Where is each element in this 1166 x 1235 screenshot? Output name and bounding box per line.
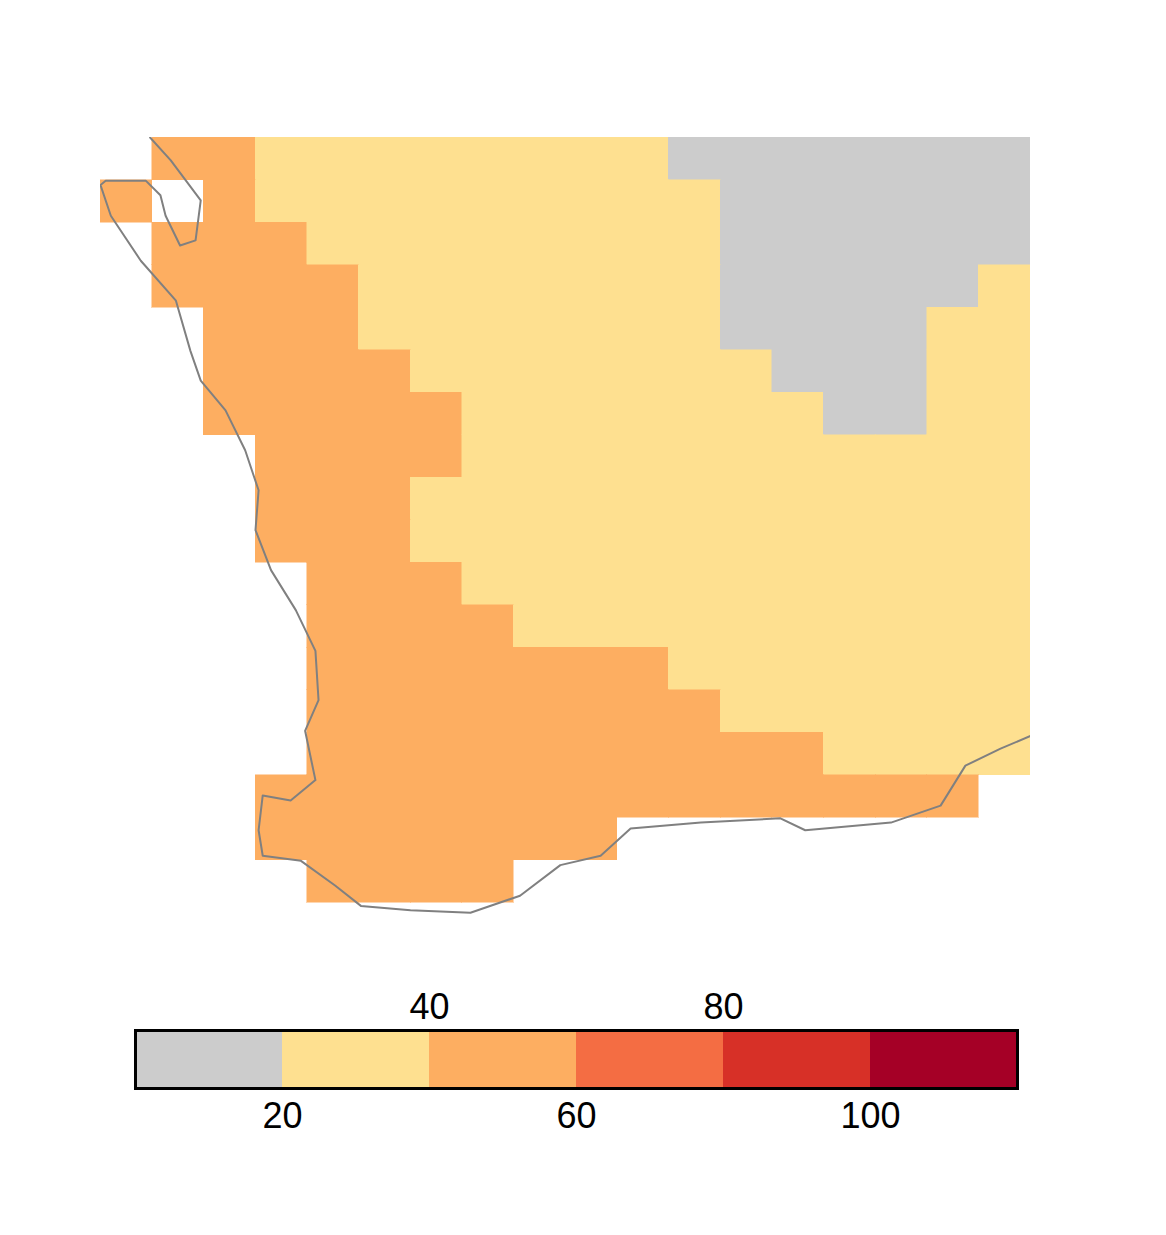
svg-text:60: 60 — [556, 1095, 596, 1136]
svg-text:100: 100 — [840, 1095, 900, 1136]
svg-text:40: 40 — [409, 990, 449, 1027]
svg-text:20: 20 — [262, 1095, 302, 1136]
svg-text:80: 80 — [703, 990, 743, 1027]
